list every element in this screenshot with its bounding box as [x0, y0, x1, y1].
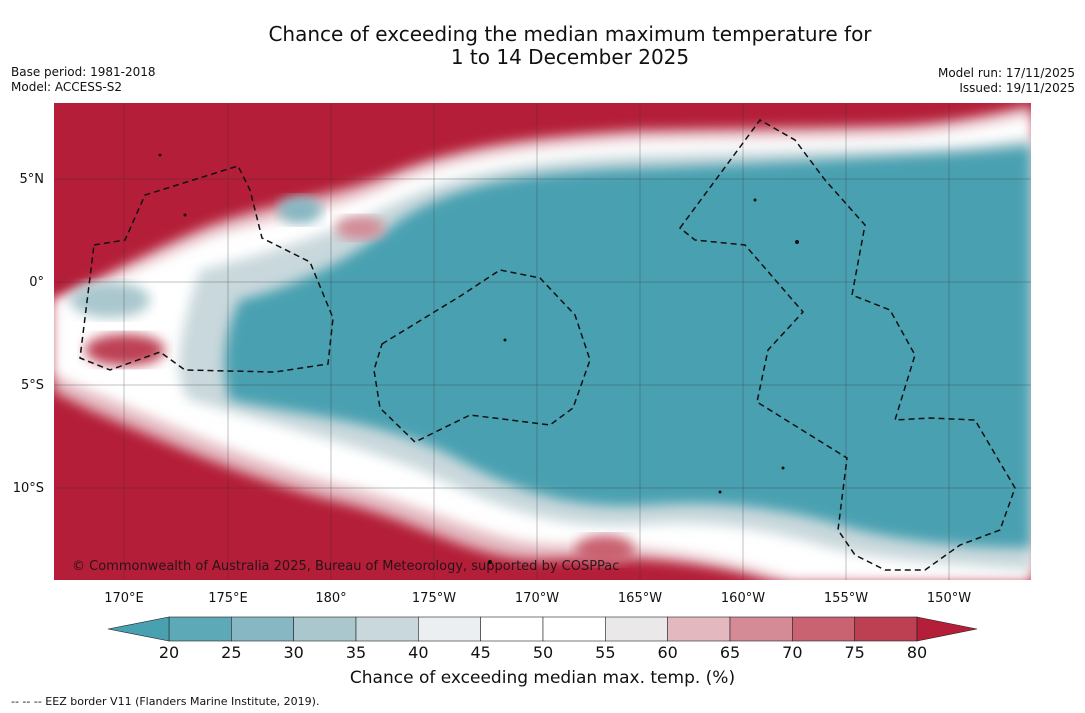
base-period: Base period: 1981-2018	[11, 65, 156, 79]
colorbar-low-arrow	[107, 616, 170, 642]
chart-title-line-2: 1 to 14 December 2025	[450, 45, 690, 69]
colorbar-tick-label: 35	[346, 643, 366, 662]
colorbar-segment	[605, 616, 668, 642]
chart-title-line-1: Chance of exceeding the median maximum t…	[268, 22, 872, 46]
copyright-notice: © Commonwealth of Australia 2025, Bureau…	[72, 559, 619, 574]
meta-left: Base period: 1981-2018 Model: ACCESS-S2	[11, 65, 156, 95]
lon-label: 170°W	[515, 591, 559, 606]
colorbar-tick-label: 20	[159, 643, 179, 662]
cool-blob-north	[278, 196, 322, 224]
colorbar-tick-label: 70	[782, 643, 802, 662]
colorbar-ticks: 20 25 30 35 40 45 50 55 60 65 70 75 80	[159, 643, 927, 662]
map-area: © Commonwealth of Australia 2025, Bureau…	[54, 103, 1031, 580]
colorbar-segment	[729, 616, 793, 642]
meta-right: Model run: 17/11/2025 Issued: 19/11/2025	[938, 66, 1075, 96]
colorbar-segment	[542, 616, 606, 642]
colorbar-tick-label: 40	[408, 643, 428, 662]
lon-label: 150°W	[927, 591, 971, 606]
cool-blob-west	[70, 282, 150, 318]
island	[718, 490, 722, 494]
colorbar-tick-label: 65	[720, 643, 740, 662]
lon-axis-labels: 170°E 175°E 180° 175°W 170°W 165°W 160°W…	[104, 591, 971, 606]
lat-label: 0°	[29, 275, 44, 290]
colorbar-tick-label: 55	[595, 643, 615, 662]
colorbar-segment	[231, 616, 294, 642]
lon-label: 175°E	[208, 591, 248, 606]
colorbar-tick-label: 75	[844, 643, 864, 662]
lat-label: 5°N	[20, 172, 45, 187]
colorbar-segments	[168, 616, 918, 642]
colorbar-segment	[168, 616, 232, 642]
lon-label: 170°E	[104, 591, 144, 606]
lon-label: 165°W	[618, 591, 662, 606]
island	[781, 466, 785, 470]
colorbar-high-arrow	[916, 616, 978, 642]
eez-kiribati-line	[678, 119, 1016, 571]
issued-date: Issued: 19/11/2025	[959, 81, 1075, 95]
eez-borders	[79, 119, 1016, 571]
island	[795, 240, 799, 244]
colorbar-segment	[293, 616, 357, 642]
footnote: -- -- -- EEZ border V11 (Flanders Marine…	[11, 695, 320, 708]
lat-axis-labels: 5°N 0° 5°S 10°S	[13, 172, 44, 496]
island	[158, 153, 162, 157]
lat-label: 10°S	[13, 481, 44, 496]
colorbar-segment	[418, 616, 481, 642]
island	[753, 198, 757, 202]
colorbar-tick-label: 45	[470, 643, 490, 662]
lon-label: 180°	[315, 591, 346, 606]
island	[488, 560, 492, 564]
lon-label: 175°W	[412, 591, 456, 606]
lat-label: 5°S	[21, 378, 44, 393]
colorbar-segment	[792, 616, 855, 642]
colorbar-segment	[355, 616, 419, 642]
eez-kiribati-gilbert	[79, 165, 334, 373]
colorbar-tick-label: 30	[283, 643, 303, 662]
colorbar-segment	[854, 616, 918, 642]
colorbar-segment	[480, 616, 544, 642]
colorbar-segment	[667, 616, 731, 642]
hot-blob-south	[575, 535, 635, 565]
graticule	[54, 103, 1031, 580]
island	[503, 338, 507, 342]
island	[183, 213, 187, 217]
colorbar-tick-label: 80	[907, 643, 927, 662]
lon-label: 155°W	[824, 591, 868, 606]
colorbar-title: Chance of exceeding median max. temp. (%…	[349, 668, 736, 688]
lon-label: 160°W	[721, 591, 765, 606]
colorbar-tick-label: 25	[221, 643, 241, 662]
warm-blob-north	[335, 216, 385, 240]
islands	[158, 153, 799, 564]
model-name: Model: ACCESS-S2	[11, 80, 123, 94]
colorbar-tick-label: 60	[657, 643, 677, 662]
model-run: Model run: 17/11/2025	[937, 66, 1075, 80]
colorbar-tick-label: 50	[533, 643, 553, 662]
